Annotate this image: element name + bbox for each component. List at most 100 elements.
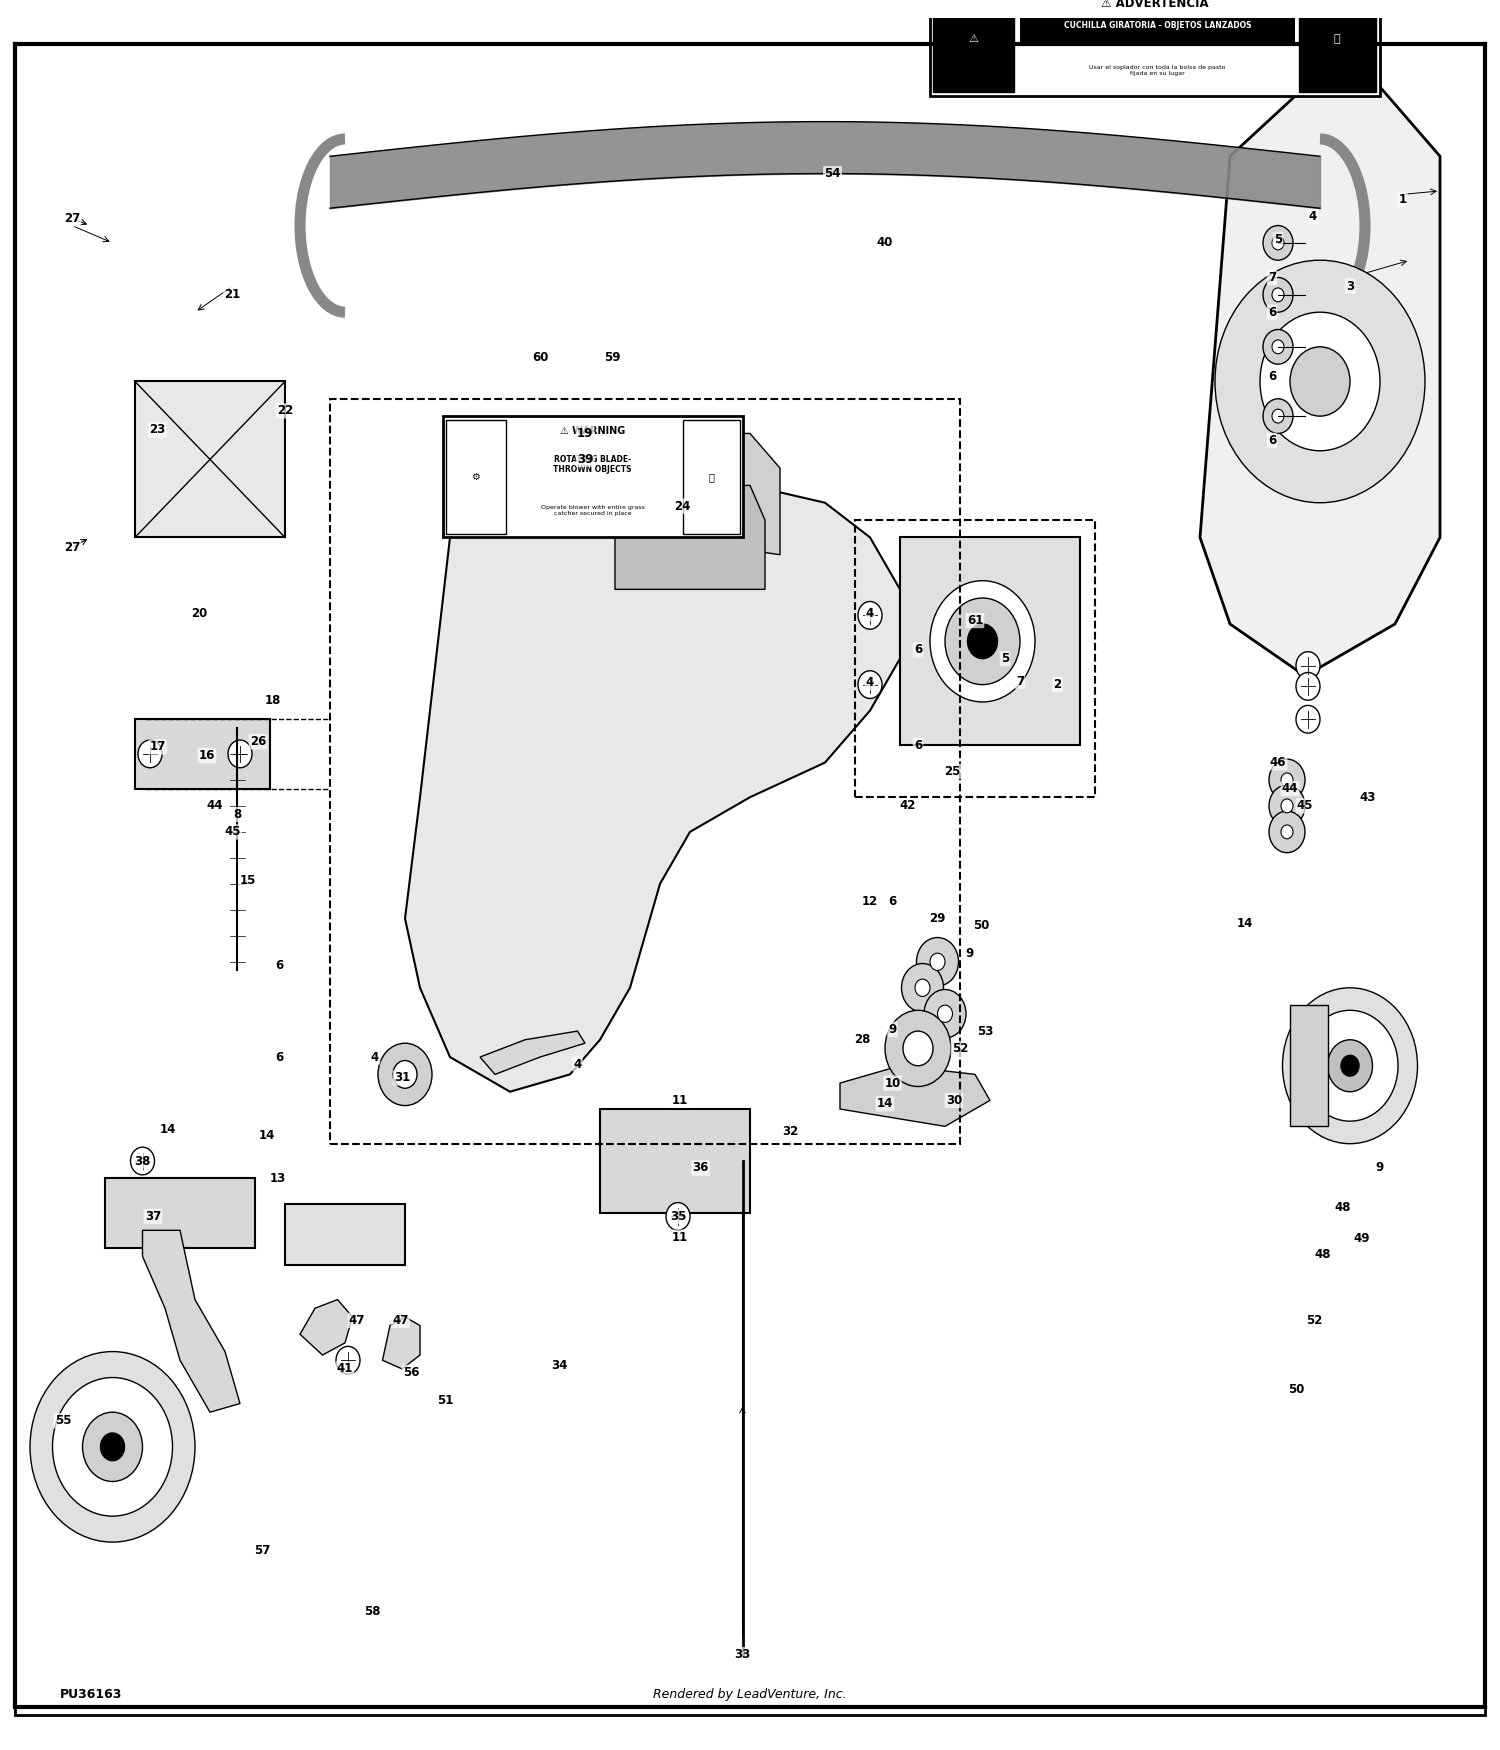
Text: 6: 6 (274, 1050, 284, 1064)
Text: 9: 9 (1376, 1162, 1384, 1174)
Circle shape (903, 1031, 933, 1066)
Text: 27: 27 (64, 212, 80, 226)
Bar (933, 0, 1014, 93)
Text: 44: 44 (1281, 782, 1298, 794)
Circle shape (1272, 410, 1284, 423)
Text: 8: 8 (232, 808, 242, 821)
Text: 14: 14 (878, 1097, 892, 1110)
Text: 6: 6 (914, 644, 922, 656)
Circle shape (1296, 705, 1320, 733)
Circle shape (1269, 810, 1305, 852)
Text: 33: 33 (735, 1648, 750, 1661)
Polygon shape (1200, 88, 1440, 676)
Circle shape (1263, 399, 1293, 434)
Text: 23: 23 (150, 424, 165, 436)
Text: 54: 54 (825, 166, 842, 180)
Circle shape (930, 954, 945, 971)
Text: 15: 15 (240, 873, 255, 887)
Polygon shape (840, 1066, 990, 1127)
Circle shape (228, 740, 252, 768)
Text: 13: 13 (270, 1172, 285, 1185)
Bar (900, 537, 1080, 746)
Text: 50: 50 (974, 919, 988, 933)
Text: ⚠ ADVERTENCIA: ⚠ ADVERTENCIA (1101, 0, 1209, 10)
Circle shape (938, 1004, 952, 1022)
Text: 59: 59 (603, 350, 621, 364)
Circle shape (1263, 278, 1293, 312)
Text: 19: 19 (578, 427, 592, 439)
Text: 44: 44 (206, 800, 222, 812)
Bar (855, 520, 1095, 798)
Circle shape (1269, 760, 1305, 802)
Text: 26: 26 (251, 735, 266, 749)
Circle shape (1290, 346, 1350, 416)
Text: 57: 57 (255, 1544, 270, 1558)
Circle shape (1260, 312, 1380, 452)
Circle shape (130, 1148, 154, 1174)
Bar (1020, 10, 1294, 42)
Circle shape (1272, 340, 1284, 354)
Text: 61: 61 (968, 614, 982, 626)
Bar (1299, 0, 1376, 93)
Circle shape (1281, 824, 1293, 838)
Circle shape (858, 670, 882, 698)
Bar (135, 382, 285, 537)
Text: 58: 58 (363, 1605, 381, 1619)
Text: 5: 5 (1274, 233, 1282, 247)
Text: ⚠ WARNING: ⚠ WARNING (560, 425, 626, 436)
Circle shape (30, 1351, 195, 1542)
Text: 1: 1 (1398, 192, 1407, 206)
Circle shape (336, 1346, 360, 1374)
Text: 3: 3 (1346, 280, 1354, 292)
Circle shape (138, 740, 162, 768)
Bar (1290, 1004, 1328, 1127)
Text: 45: 45 (1296, 800, 1314, 812)
Circle shape (1263, 329, 1293, 364)
Text: Usar el soplador con toda la bolsa de pasto
fijada en su lugar: Usar el soplador con toda la bolsa de pa… (1089, 65, 1226, 77)
Polygon shape (540, 434, 780, 555)
Text: 42: 42 (900, 800, 915, 812)
Text: 11: 11 (672, 1094, 687, 1108)
Bar (930, 0, 1380, 96)
Text: 🚶: 🚶 (1334, 35, 1341, 44)
Text: 4: 4 (573, 1057, 582, 1071)
Text: 6: 6 (274, 959, 284, 971)
Circle shape (1302, 1010, 1398, 1122)
Text: 60: 60 (532, 350, 548, 364)
Text: 55: 55 (56, 1414, 72, 1428)
Text: ⚠: ⚠ (969, 35, 978, 44)
Text: 🚶: 🚶 (708, 473, 714, 481)
Text: 45: 45 (225, 826, 240, 838)
Circle shape (1281, 800, 1293, 812)
Text: 48: 48 (1314, 1248, 1332, 1262)
Text: 6: 6 (1268, 369, 1276, 383)
Text: 24: 24 (675, 500, 690, 513)
Circle shape (1269, 786, 1305, 826)
Text: 48: 48 (1335, 1200, 1350, 1214)
Text: 50: 50 (1288, 1382, 1304, 1396)
Text: Rendered by LeadVenture, Inc.: Rendered by LeadVenture, Inc. (652, 1689, 847, 1701)
Text: 5: 5 (1000, 653, 1010, 665)
Text: 29: 29 (930, 912, 945, 926)
Text: Operate blower with entire grass
catcher secured in place: Operate blower with entire grass catcher… (540, 506, 645, 516)
Text: 47: 47 (350, 1314, 364, 1326)
Circle shape (858, 602, 882, 630)
Bar (600, 1110, 750, 1213)
Text: 40: 40 (878, 236, 892, 250)
Text: 18: 18 (266, 693, 280, 707)
Text: 22: 22 (278, 404, 292, 418)
Text: 9: 9 (888, 1022, 897, 1036)
Text: 7: 7 (1268, 271, 1276, 284)
Text: 14: 14 (260, 1129, 274, 1141)
Circle shape (1215, 261, 1425, 502)
Text: 53: 53 (978, 1024, 993, 1038)
Text: 4: 4 (865, 607, 874, 620)
Bar (330, 399, 960, 1144)
Polygon shape (142, 1230, 240, 1412)
Bar (105, 1178, 255, 1248)
Polygon shape (300, 1300, 352, 1354)
Text: 20: 20 (192, 607, 207, 620)
Text: 21: 21 (225, 289, 240, 301)
Circle shape (1296, 672, 1320, 700)
Text: 14: 14 (160, 1124, 176, 1136)
